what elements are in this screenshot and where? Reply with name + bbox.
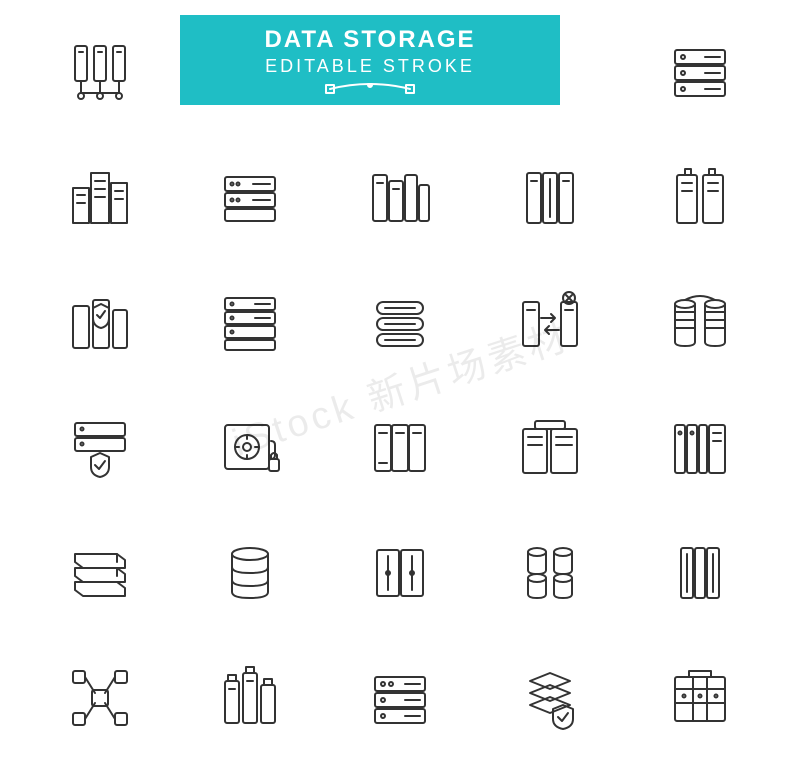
- icon-grid: [30, 15, 770, 755]
- rack-fronts-icon: [363, 285, 438, 360]
- broad-cabinets-icon: [513, 410, 588, 485]
- vertical-panels-icon: [513, 160, 588, 235]
- safe-lock-icon: [213, 410, 288, 485]
- mixed-servers-icon: [363, 160, 438, 235]
- rack-3u-icon: [663, 35, 738, 110]
- joined-cabinets-icon: [363, 410, 438, 485]
- rack-3u-front-icon: [363, 660, 438, 735]
- server-shield-icon: [63, 285, 138, 360]
- open-drawers-icon: [63, 535, 138, 610]
- slim-tower-pair-icon: [663, 535, 738, 610]
- layers-shield-icon: [513, 660, 588, 735]
- migration-fail-icon: [513, 285, 588, 360]
- color-towers-icon: [213, 660, 288, 735]
- database-cylinder-icon: [213, 535, 288, 610]
- linked-towers-icon: [63, 35, 138, 110]
- blockchain-nodes-icon: [63, 660, 138, 735]
- stacked-units-lights-icon: [213, 160, 288, 235]
- barrel-cluster-icon: [513, 535, 588, 610]
- three-buildings-icon: [63, 160, 138, 235]
- dual-cylinders-linked-icon: [663, 285, 738, 360]
- books-spine-icon: [663, 410, 738, 485]
- twin-towers-icon: [663, 160, 738, 235]
- square-panels-icon: [363, 535, 438, 610]
- rack-verified-icon: [63, 410, 138, 485]
- grid-chassis-icon: [663, 660, 738, 735]
- rack-4u-icon: [213, 285, 288, 360]
